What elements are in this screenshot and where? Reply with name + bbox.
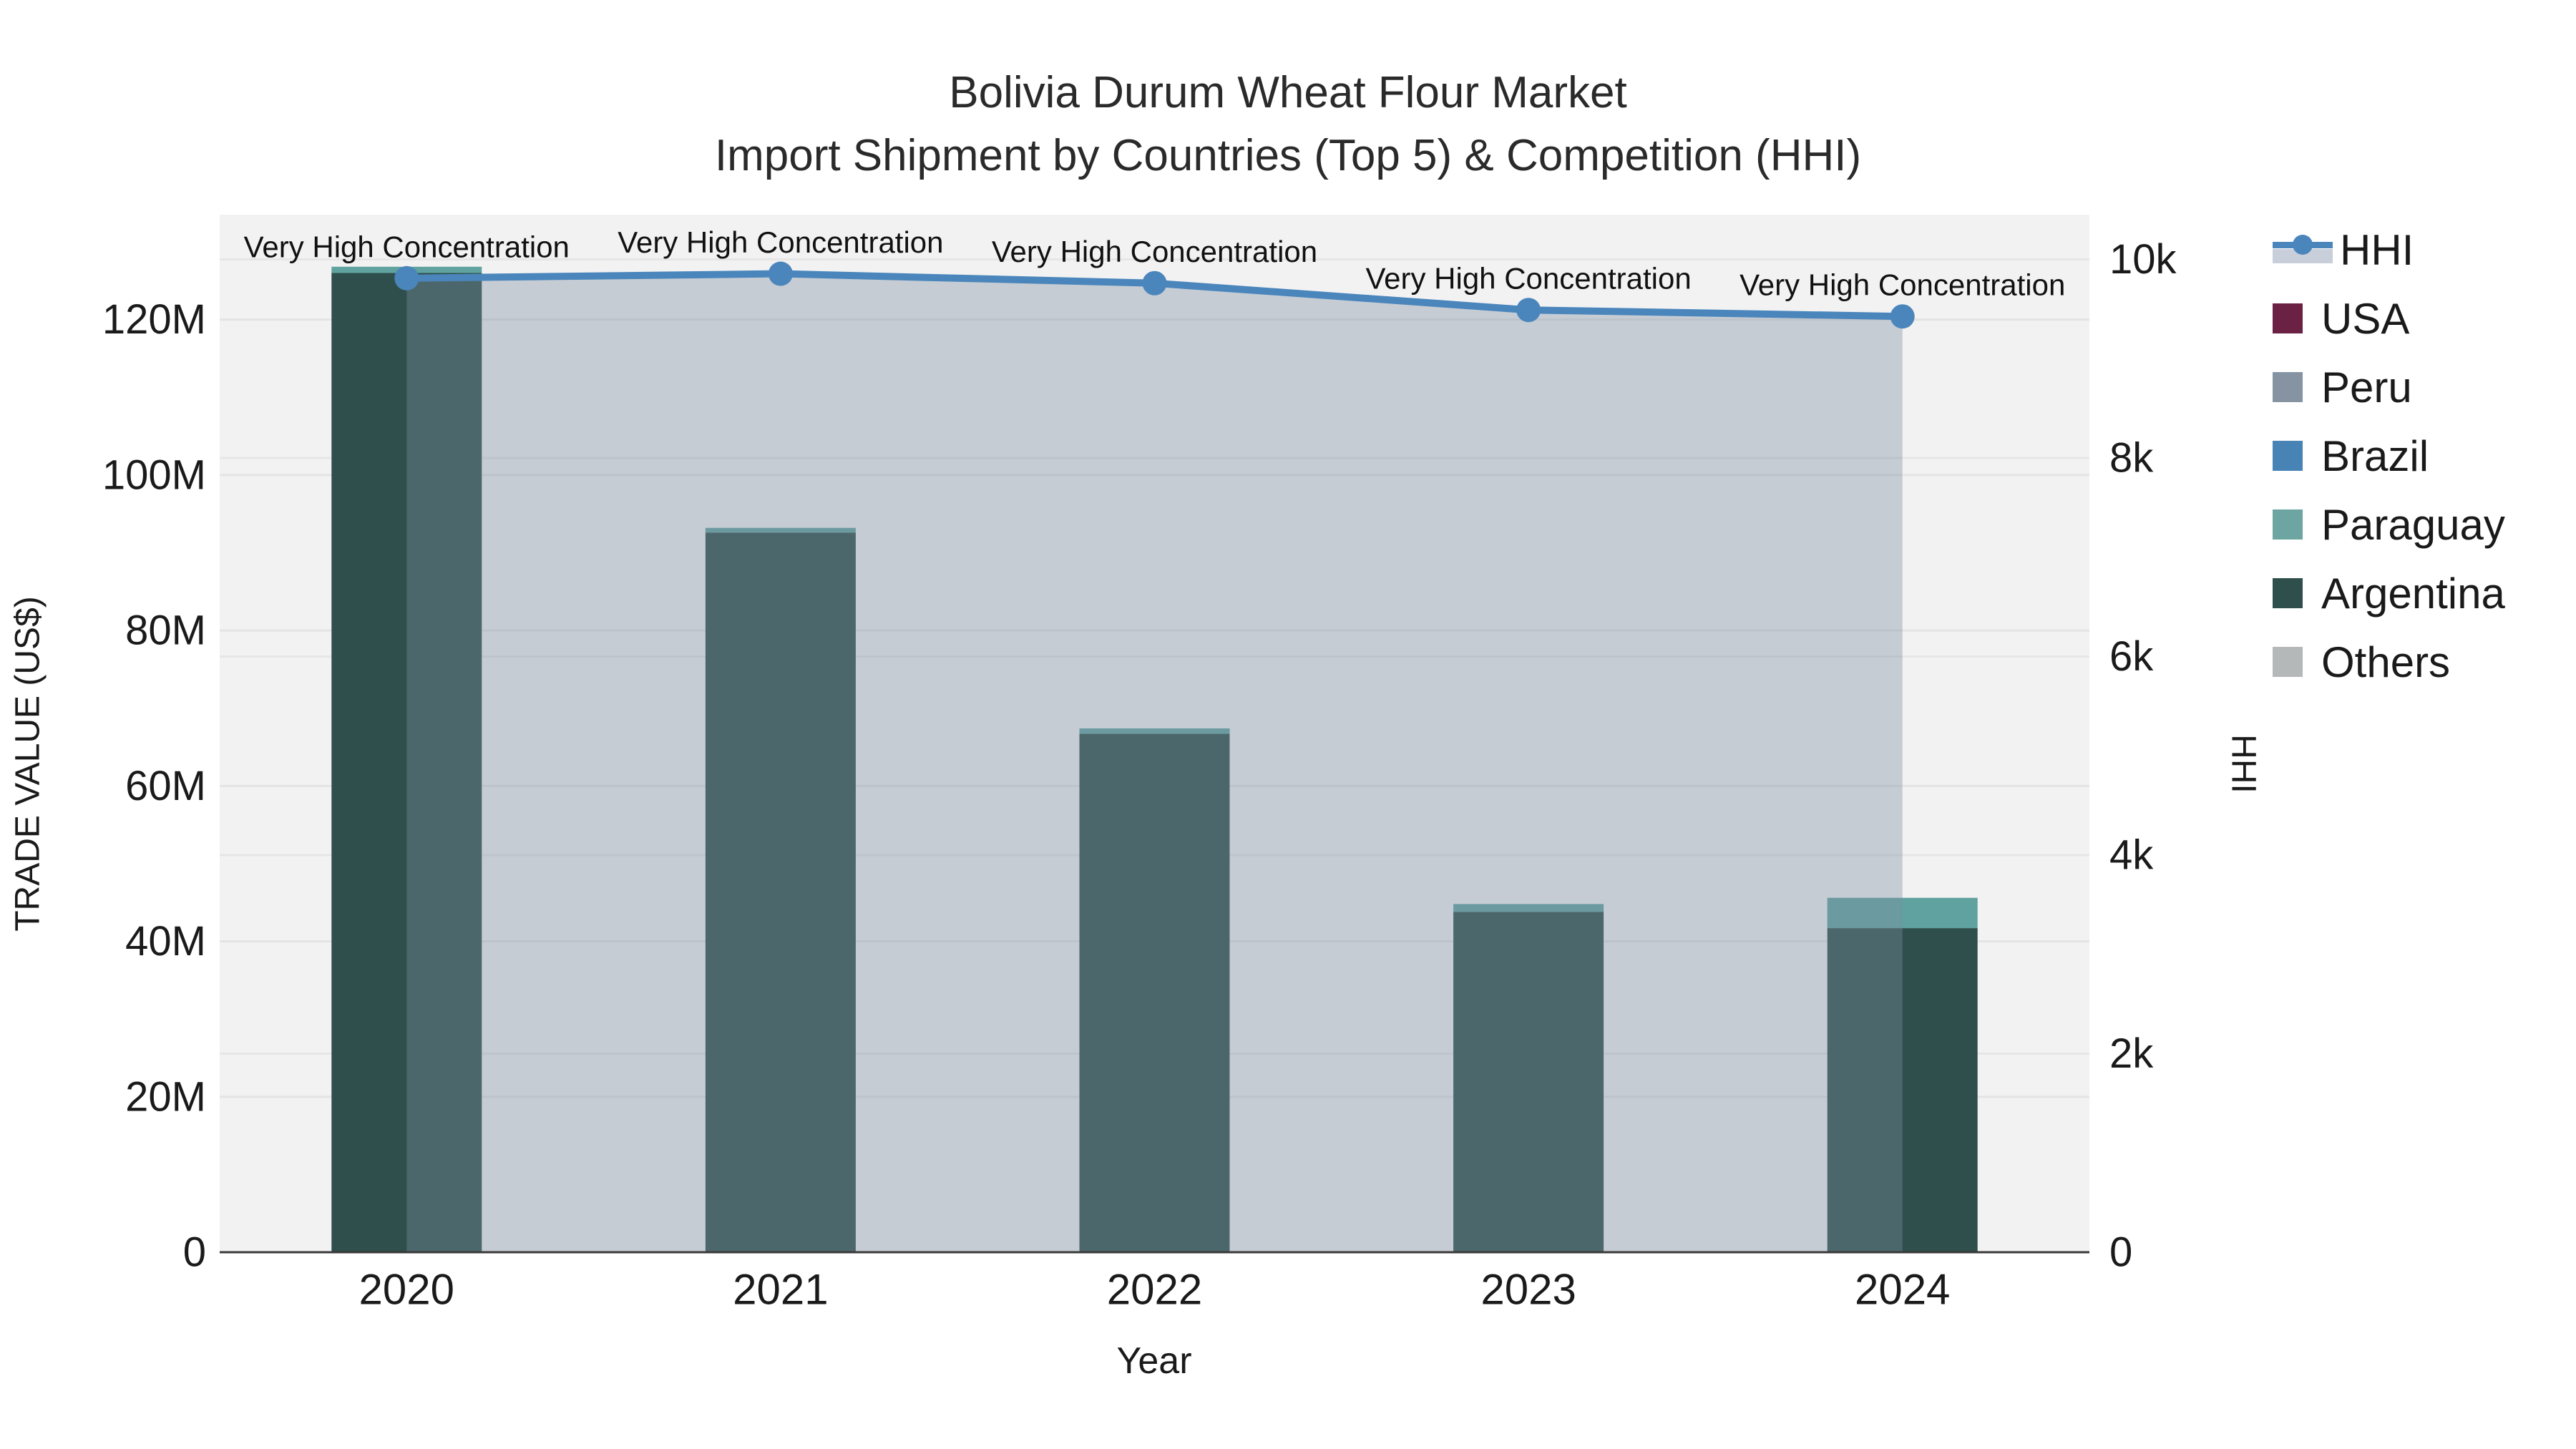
chart-title: Bolivia Durum Wheat Flour Market Import …: [0, 62, 2576, 187]
legend-item-hhi[interactable]: HHI: [2273, 225, 2505, 274]
bar-2021-argentina[interactable]: [705, 532, 856, 1252]
y-left-tick-80M: 80M: [125, 608, 206, 654]
x-axis-title: Year: [1116, 1340, 1192, 1382]
y-axis-title-right: HHI: [2224, 734, 2263, 794]
bar-2024-argentina[interactable]: [1827, 928, 1978, 1252]
bar-2022-argentina[interactable]: [1079, 733, 1230, 1252]
bar-2023-argentina[interactable]: [1453, 912, 1604, 1252]
hhi-marker-2021[interactable]: [768, 261, 793, 286]
bar-2023-paraguay[interactable]: [1453, 904, 1604, 912]
legend-swatch-others: [2273, 647, 2303, 677]
y-left-tick-100M: 100M: [102, 452, 206, 498]
y-left-tick-120M: 120M: [102, 296, 206, 343]
legend-area-swatch: [2273, 249, 2333, 263]
x-tick-2024: 2024: [1855, 1266, 1950, 1314]
y-left-tick-60M: 60M: [125, 763, 206, 809]
y-left-tick-0: 0: [183, 1229, 206, 1276]
legend-swatch-argentina: [2273, 578, 2303, 608]
legend-label: Brazil: [2321, 431, 2429, 480]
x-tick-2021: 2021: [733, 1266, 828, 1314]
legend-swatch-usa: [2273, 303, 2303, 333]
legend-label: Argentina: [2321, 569, 2505, 618]
legend-label: USA: [2321, 294, 2410, 343]
x-tick-2020: 2020: [359, 1266, 454, 1314]
legend-label: Peru: [2321, 363, 2412, 411]
legend-label: HHI: [2340, 225, 2414, 274]
legend-item-others[interactable]: Others: [2273, 638, 2505, 686]
annotation-2020: Very High Concentration: [244, 230, 570, 263]
legend-item-peru[interactable]: Peru: [2273, 363, 2505, 411]
legend-item-argentina[interactable]: Argentina: [2273, 569, 2505, 618]
annotation-2023: Very High Concentration: [1365, 262, 1691, 296]
legend-swatch-paraguay: [2273, 509, 2303, 540]
legend-item-brazil[interactable]: Brazil: [2273, 431, 2505, 480]
bar-2022-paraguay[interactable]: [1079, 728, 1230, 734]
legend-line-icon: [2273, 233, 2333, 266]
hhi-marker-2022[interactable]: [1142, 270, 1167, 296]
chart-title-line1: Bolivia Durum Wheat Flour Market: [949, 68, 1627, 117]
bar-2020-argentina[interactable]: [331, 273, 482, 1252]
y-right-tick-4k: 4k: [2109, 831, 2154, 878]
y-axis-title-left: TRADE VALUE (US$): [9, 596, 47, 932]
y-right-tick-0: 0: [2109, 1229, 2132, 1276]
legend-item-usa[interactable]: USA: [2273, 294, 2505, 343]
annotation-2024: Very High Concentration: [1740, 268, 2065, 302]
y-right-tick-2k: 2k: [2109, 1030, 2154, 1077]
hhi-marker-2024[interactable]: [1890, 304, 1915, 329]
legend-swatch-peru: [2273, 372, 2303, 402]
bar-2024-paraguay[interactable]: [1827, 897, 1978, 929]
legend-item-paraguay[interactable]: Paraguay: [2273, 500, 2505, 549]
y-right-tick-8k: 8k: [2109, 434, 2154, 481]
x-tick-2022: 2022: [1107, 1266, 1202, 1314]
y-right-tick-6k: 6k: [2109, 633, 2154, 680]
legend-label: Others: [2321, 638, 2451, 686]
hhi-marker-2023[interactable]: [1516, 298, 1541, 323]
annotation-2021: Very High Concentration: [618, 225, 943, 259]
chart-title-line2: Import Shipment by Countries (Top 5) & C…: [714, 131, 1862, 180]
hhi-marker-2020[interactable]: [394, 265, 419, 291]
x-tick-2023: 2023: [1480, 1266, 1576, 1314]
legend-swatch-brazil: [2273, 441, 2303, 471]
hhi-area-fill: [406, 273, 1903, 1252]
y-left-tick-40M: 40M: [125, 918, 206, 965]
legend-label: Paraguay: [2321, 500, 2505, 549]
legend-marker-icon: [2293, 235, 2313, 255]
y-left-tick-20M: 20M: [125, 1073, 206, 1120]
y-right-tick-10k: 10k: [2109, 236, 2177, 283]
bar-2021-paraguay[interactable]: [705, 527, 856, 533]
legend: HHI USA Peru Brazil Paraguay Argentina Others: [2273, 225, 2505, 686]
annotation-2022: Very High Concentration: [992, 235, 1317, 268]
